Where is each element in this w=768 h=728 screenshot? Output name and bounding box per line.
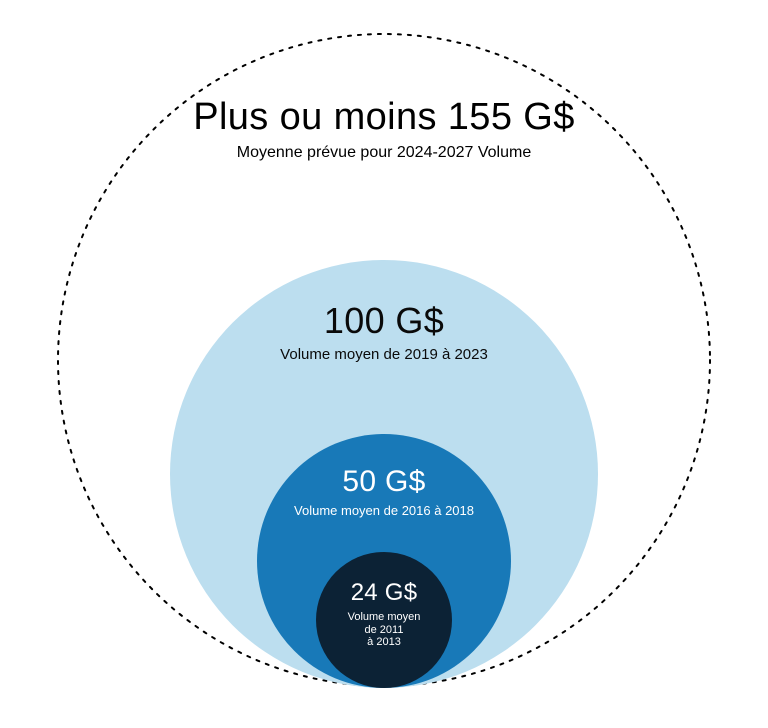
- circle-c24: [316, 552, 452, 688]
- nested-circle-chart: Plus ou moins 155 G$Moyenne prévue pour …: [0, 0, 768, 728]
